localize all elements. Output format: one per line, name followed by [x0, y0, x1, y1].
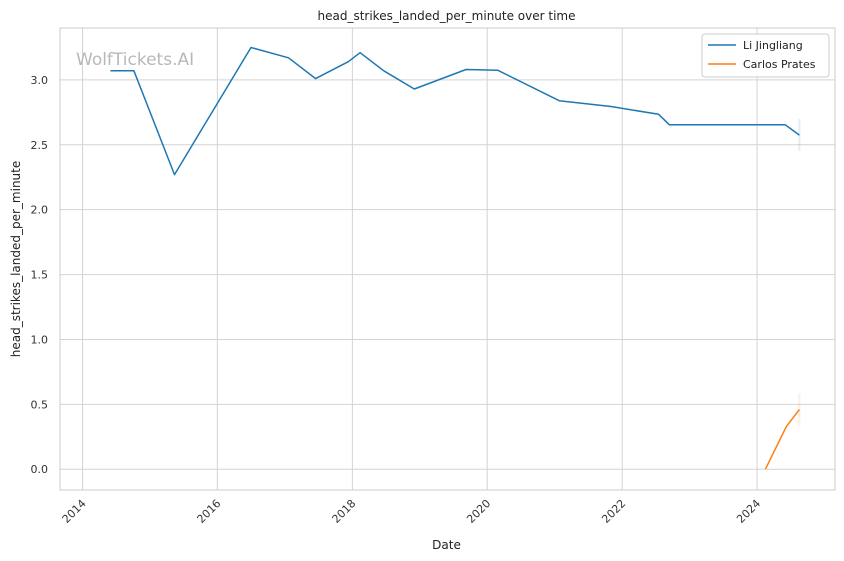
series-lines	[110, 46, 801, 470]
legend: Li Jingliang Carlos Prates	[701, 33, 830, 78]
y-tick-labels: 0.0 0.5 1.0 1.5 2.0 2.5 3.0	[31, 74, 49, 476]
y-tick-label: 3.0	[31, 74, 49, 87]
series-line-carlos-prates	[764, 409, 800, 470]
x-tick-labels: 2014 2016 2018 2020 2022 2024	[60, 497, 764, 526]
series-error-band	[798, 393, 801, 426]
x-tick-label: 2020	[464, 497, 493, 526]
y-tick-label: 0.5	[31, 398, 49, 411]
y-tick-label: 1.5	[31, 269, 49, 282]
y-tick-label: 2.5	[31, 139, 49, 152]
grid	[60, 28, 835, 490]
x-axis-title: Date	[432, 538, 461, 552]
y-tick-label: 1.0	[31, 333, 49, 346]
y-tick-label: 0.0	[31, 463, 49, 476]
x-tick-label: 2014	[60, 497, 89, 526]
legend-label-li-jingliang: Li Jingliang	[743, 39, 803, 52]
chart-title: head_strikes_landed_per_minute over time	[317, 9, 575, 23]
plot-frame	[59, 27, 836, 491]
y-axis-title: head_strikes_landed_per_minute	[9, 161, 23, 358]
watermark-text: WolfTickets.AI	[76, 50, 194, 70]
legend-label-carlos-prates: Carlos Prates	[743, 58, 816, 71]
x-tick-label: 2024	[734, 497, 763, 526]
y-tick-label: 2.0	[31, 204, 49, 217]
x-tick-label: 2018	[330, 497, 359, 526]
series-line-li-jingliang	[110, 46, 800, 176]
x-tick-label: 2022	[599, 497, 628, 526]
x-tick-label: 2016	[194, 497, 223, 526]
series-error-band	[798, 119, 801, 152]
